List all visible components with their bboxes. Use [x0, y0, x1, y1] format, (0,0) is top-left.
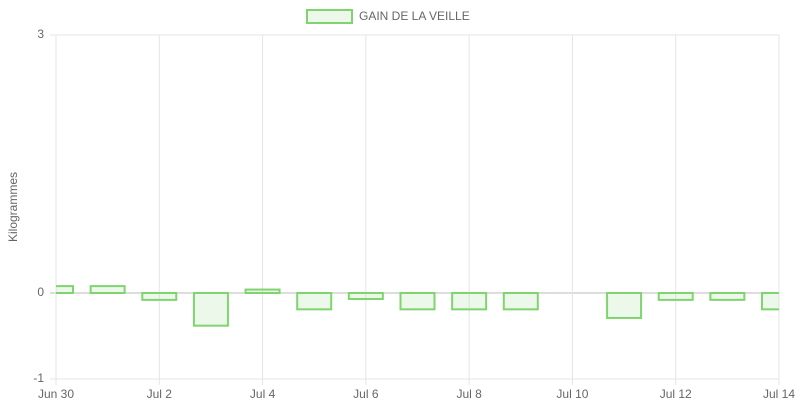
x-tick-label: Jul 10 [556, 387, 588, 401]
bar [606, 292, 643, 319]
bar [502, 292, 539, 311]
y-axis-label: Kilogrammes [6, 172, 20, 242]
bar [192, 292, 229, 327]
y-tick-label: -1 [33, 371, 44, 385]
x-tick-label: Jun 30 [38, 387, 74, 401]
plot-area [56, 285, 779, 327]
y-tick-label: 0 [37, 285, 44, 299]
x-tick-label: Jul 14 [763, 387, 795, 401]
x-tick-label: Jul 8 [456, 387, 482, 401]
legend-swatch [306, 9, 353, 24]
bar [141, 292, 178, 301]
x-tick-label: Jul 4 [250, 387, 276, 401]
bar [399, 292, 436, 311]
x-tick-label: Jul 6 [353, 387, 379, 401]
y-tick-label: 3 [37, 27, 44, 41]
bar [244, 288, 281, 294]
legend-label: GAIN DE LA VEILLE [359, 9, 470, 23]
bar [761, 292, 779, 311]
bar [296, 292, 333, 311]
bar [709, 292, 746, 301]
bar [657, 292, 694, 301]
bar [347, 292, 384, 301]
bar [451, 292, 488, 311]
x-tick-label: Jul 2 [147, 387, 173, 401]
bar [56, 285, 74, 294]
x-tick-label: Jul 12 [660, 387, 692, 401]
bar [89, 285, 126, 294]
